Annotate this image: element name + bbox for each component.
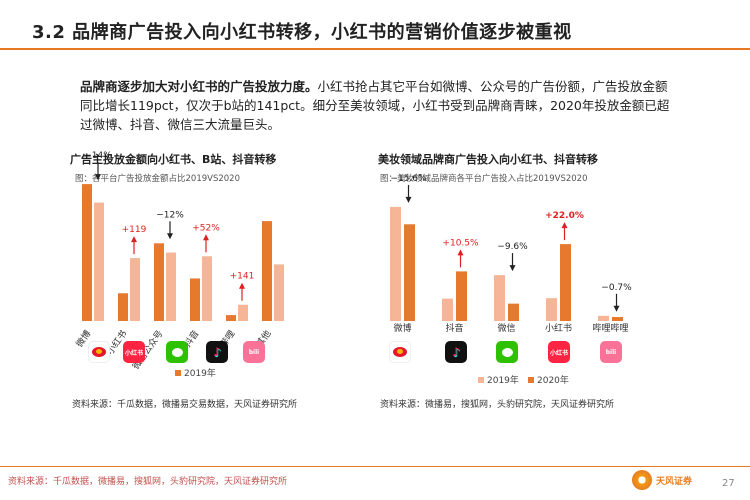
wechat-icon [166,341,188,363]
change-label: −14% [84,151,112,161]
legend-label: 2019年 [184,367,216,379]
bar-2019 [82,184,92,321]
bar-2020 [238,304,248,321]
change-arrowhead [405,196,412,203]
page-number: 27 [722,478,735,489]
intro-bold: 品牌商逐步加大对小红书的广告投放力度。 [80,79,318,94]
chart-right-title: 美妆领域品牌商广告投入向小红书、抖音转移 [378,153,598,166]
legend-label: 2020年 [537,374,569,386]
bar-2019 [262,221,272,321]
xiaohongshu-icon: 小红书 [123,341,145,363]
bar-2020 [404,224,415,321]
company-name: 天风证券 [656,476,693,487]
wechat-icon [496,341,518,363]
change-arrowhead [95,174,101,181]
bar-2020 [456,271,467,321]
bar-2020 [94,202,104,321]
weibo-icon [389,341,411,363]
intro-paragraph: 品牌商逐步加大对小红书的广告投放力度。小红书抢占其它平台如微博、公众号的广告份额… [80,77,680,134]
change-arrowhead [509,265,516,272]
legend-swatch [478,377,484,383]
change-label: +10.5% [442,238,479,248]
change-arrowhead [239,282,245,289]
bar-2019 [190,278,200,321]
change-arrowhead [561,222,568,229]
bar-2019 [118,293,128,321]
bar-2019 [442,298,453,321]
category-label: 小红书 [545,322,572,334]
change-label: +119 [122,225,147,235]
change-label: −0.7% [601,283,632,293]
weibo-icon [88,341,110,363]
change-label: −9.6% [497,242,528,252]
title-divider [0,48,750,50]
legend-swatch [175,370,181,376]
bar-2019 [390,206,401,321]
bar-2020 [166,252,176,321]
xiaohongshu-icon: 小红书 [548,341,570,363]
bar-2020 [274,264,284,321]
legend-label: 2019年 [487,374,519,386]
footer-divider [0,466,750,467]
bar-2019 [494,275,505,321]
bar-2019 [598,315,609,321]
category-label: 哔哩哔哩 [592,323,628,334]
change-arrowhead [131,236,137,243]
footer-source: 资料来源：千瓜数据，微播易，搜狐网，头豹研究院，天风证券研究所 [8,477,288,487]
bilibili-icon: bili [243,341,265,363]
change-arrowhead [203,234,209,241]
bar-2019 [226,315,236,321]
change-label: +141 [230,272,255,282]
category-label: 抖音 [445,322,463,334]
change-arrowhead [457,249,464,256]
change-label: +22.0% [545,211,584,221]
change-label: −15.6% [390,174,427,184]
chart-left-source: 资料来源：千瓜数据，微播易交易数据，天风证券研究所 [72,400,298,410]
legend-swatch [528,377,534,383]
bar-2020 [202,256,212,321]
intro-text: 小红书抢占其它平台如微博、公众号的广告份额，广告投放金额同比增长119pct，仅… [80,79,670,132]
category-label: 微博 [393,322,411,334]
bar-2020 [612,317,623,321]
change-arrowhead [167,233,173,240]
page-title: 3.2 品牌商广告投入向小红书转移，小红书的营销价值逐步被重视 [32,22,572,43]
bilibili-icon: bili [600,341,622,363]
chart-right-source: 资料来源：微播易，搜狐网，头豹研究院，天风证券研究所 [380,400,615,410]
bar-2020 [508,303,519,321]
category-label: 微信 [497,322,515,334]
change-arrowhead [613,305,620,312]
bar-2020 [130,258,140,321]
company-logo: 天风证券 [632,470,692,490]
change-label: +52% [192,223,220,233]
douyin-icon: ♪ [445,341,467,363]
company-flower-icon [632,470,652,490]
change-label: −12% [156,210,184,220]
chart-right-subtitle: 图：美妆领域品牌商各平台广告投入占比2019VS2020 [380,174,588,184]
bar-2019 [154,243,164,321]
bar-2019 [546,298,557,321]
douyin-icon: ♪ [206,341,228,363]
chart-left-subtitle: 图：各平台广告投放金额占比2019VS2020 [75,174,240,184]
bar-2020 [560,244,571,321]
chart-left-title: 广告主投放金额向小红书、B站、抖音转移 [70,153,277,166]
